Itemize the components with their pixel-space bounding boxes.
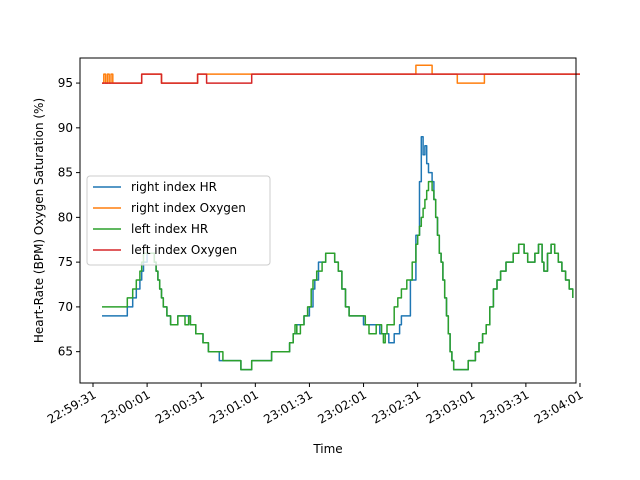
series-line-3: [102, 73, 580, 84]
y-ticks: 65 70 75 80 85 90 95: [58, 76, 80, 359]
series-layer: [102, 64, 580, 371]
x-tick-label: 23:04:01: [532, 387, 586, 426]
y-tick-label: 80: [58, 210, 73, 224]
x-tick-label: 23:03:01: [424, 387, 478, 426]
legend-box: [86, 175, 271, 266]
x-tick-label: 23:00:01: [99, 387, 153, 426]
y-tick-label: 65: [58, 345, 73, 359]
x-tick-label: 23:01:31: [261, 387, 315, 426]
series-line-2: [102, 180, 574, 371]
legend-entry-0: right index HR: [131, 180, 217, 194]
y-tick-label: 75: [58, 255, 73, 269]
y-axis-label: Heart-Rate (BPM) Oxygen Saturation (%): [32, 98, 46, 343]
y-tick-label: 70: [58, 300, 73, 314]
axes-frame: [79, 57, 577, 384]
x-tick-label: 23:01:01: [207, 387, 261, 426]
x-tick-label: 23:00:31: [153, 387, 207, 426]
legend-entry-3: left index Oxygen: [131, 243, 237, 257]
x-axis-label: Time: [312, 442, 342, 456]
x-tick-label: 23:03:31: [478, 387, 532, 426]
x-tick-label: 22:59:31: [45, 387, 99, 426]
y-tick-label: 90: [58, 121, 73, 135]
legend-entry-2: left index HR: [131, 222, 208, 236]
legend: right index HR right index Oxygen left ind…: [86, 175, 271, 266]
x-ticks: 22:59:31 23:00:01 23:00:31 23:01:01 23:01:31…: [45, 383, 586, 427]
x-tick-label: 23:02:31: [369, 387, 423, 426]
y-tick-label: 85: [58, 166, 73, 180]
legend-entry-1: right index Oxygen: [131, 201, 246, 215]
y-tick-label: 95: [58, 76, 73, 90]
x-tick-label: 23:02:01: [315, 387, 369, 426]
